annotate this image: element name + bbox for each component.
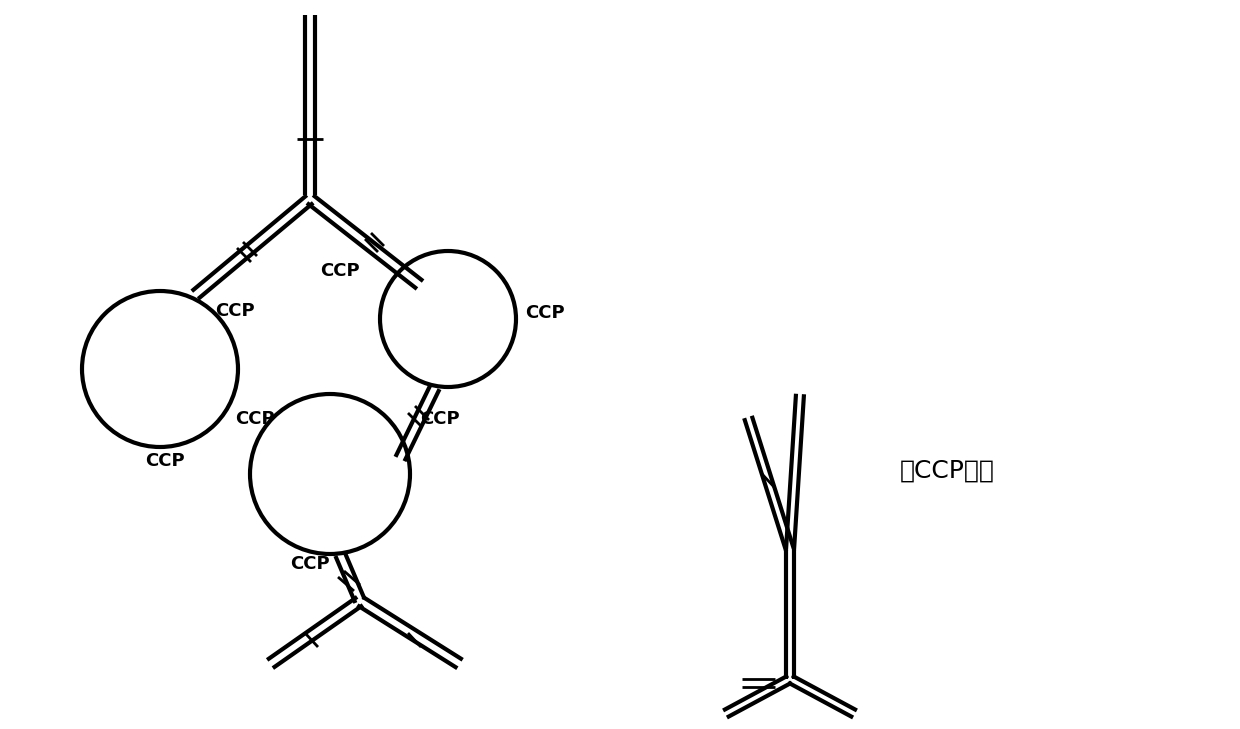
Text: CCP: CCP xyxy=(320,262,360,280)
Text: 抗CCP抗体: 抗CCP抗体 xyxy=(900,459,994,483)
Text: CCP: CCP xyxy=(145,452,185,470)
Text: CCP: CCP xyxy=(420,410,460,428)
Text: CCP: CCP xyxy=(290,555,330,573)
Text: CCP: CCP xyxy=(525,304,564,322)
Text: CCP: CCP xyxy=(215,302,254,320)
Text: CCP: CCP xyxy=(236,410,275,428)
